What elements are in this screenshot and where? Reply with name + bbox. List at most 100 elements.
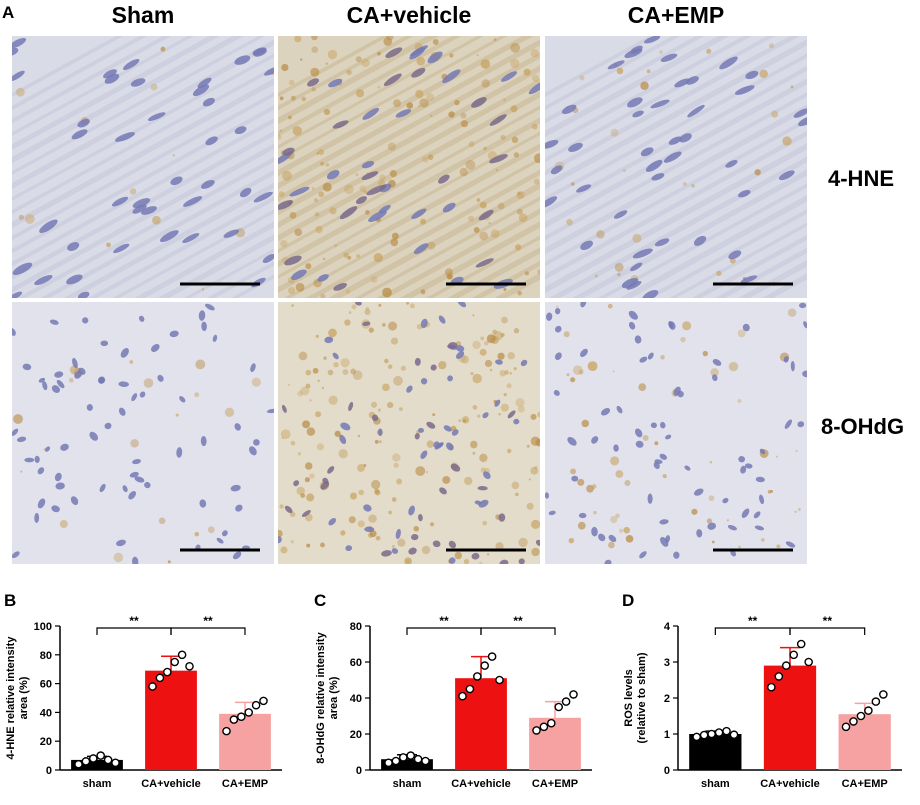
data-point-sham [714, 728, 724, 737]
y-tick-label: 20 [350, 729, 362, 741]
panel-label: D [622, 591, 634, 610]
panel-label: B [4, 591, 16, 610]
y-tick-label: 20 [40, 736, 52, 748]
significance-bracket: ** [714, 614, 791, 635]
y-axis-label-line: 4-HNE relative intensity [5, 636, 17, 760]
data-point-sham [81, 757, 91, 766]
y-axis-label: ROS levels(relative to sham) [623, 652, 648, 743]
data-point-ca-emp [569, 690, 578, 699]
y-tick-label: 60 [40, 679, 52, 691]
tissue-texture [545, 36, 807, 298]
y-tick-label: 80 [350, 621, 362, 633]
y-tick-label: 4 [664, 621, 671, 633]
data-point-ca-vehicle [480, 661, 489, 670]
micrograph-4hne-sham [12, 36, 274, 298]
y-axis-label: 8-OHdG relative intensityarea (%) [315, 631, 340, 763]
column-title-ca-vehicle: CA+vehicle [346, 2, 472, 28]
data-point-ca-vehicle [495, 675, 504, 685]
data-point-sham [413, 754, 423, 764]
data-point-sham [103, 755, 113, 765]
x-tick-label: sham [83, 778, 112, 790]
significance-label: ** [748, 614, 758, 628]
data-point-ca-vehicle [458, 691, 467, 701]
data-point-sham [111, 758, 120, 768]
data-point-ca-emp [259, 696, 268, 706]
data-point-ca-emp [864, 706, 873, 715]
bar-sham [71, 759, 123, 770]
data-point-ca-vehicle [185, 662, 194, 671]
data-point-sham [707, 729, 716, 739]
row-label-4hne: 4-HNE [828, 166, 895, 191]
y-tick-label: 80 [40, 650, 52, 662]
y-tick-label: 40 [350, 693, 362, 705]
bar-ca-vehicle [763, 665, 817, 770]
bar-ca-emp [219, 713, 271, 770]
significance-label: ** [129, 614, 139, 628]
significance-label: ** [439, 614, 449, 628]
data-point-ca-emp [532, 726, 541, 735]
data-point-ca-vehicle [796, 639, 806, 649]
data-point-ca-vehicle [804, 657, 813, 667]
data-point-sham [74, 759, 83, 769]
data-point-ca-emp [856, 711, 866, 721]
data-point-sham [421, 756, 430, 766]
x-tick-label: CA+EMP [532, 778, 578, 790]
data-point-ca-emp [546, 718, 556, 728]
x-tick-label: CA+EMP [842, 778, 888, 790]
micrograph-8ohdg-ca-vehicle [278, 302, 540, 564]
data-point-ca-vehicle [487, 652, 497, 661]
chart-panel-b: B 4-HNE relative intensityarea (%) 0 20 40 60… [0, 588, 300, 800]
data-point-ca-vehicle [472, 672, 482, 681]
y-tick-label: 2 [664, 693, 670, 705]
x-tick-label: sham [701, 778, 730, 790]
data-point-ca-emp [222, 726, 231, 736]
tissue-texture [278, 36, 540, 298]
significance-label: ** [203, 614, 213, 628]
y-tick-label: 60 [350, 657, 362, 669]
data-point-ca-vehicle [767, 682, 776, 692]
x-tick-label: CA+EMP [222, 778, 268, 790]
significance-bracket: ** [480, 614, 556, 635]
data-point-ca-emp [879, 690, 888, 699]
data-point-sham [399, 753, 408, 762]
data-point-ca-emp [244, 708, 253, 717]
chart-panel-d: D ROS levels(relative to sham) 0 1 2 3 4 sham CA… [618, 588, 920, 800]
data-point-ca-vehicle [155, 673, 165, 683]
y-tick-label: 3 [664, 657, 670, 669]
significance-label: ** [823, 614, 833, 628]
micrograph-4hne-ca-emp [545, 36, 807, 298]
bar-ca-emp [529, 717, 581, 770]
panel-label: C [314, 591, 326, 610]
y-tick-label: 40 [40, 707, 52, 719]
micrograph-4hne-ca-vehicle [278, 36, 540, 298]
significance-bracket: ** [789, 614, 866, 635]
data-point-sham [729, 730, 739, 740]
micrograph-background [545, 302, 807, 564]
data-point-sham [699, 730, 709, 740]
data-point-ca-emp [554, 702, 563, 712]
y-tick-label: 0 [664, 765, 670, 777]
data-point-ca-vehicle [177, 650, 187, 660]
data-point-ca-emp [236, 712, 246, 722]
panel-label-a: A [2, 3, 15, 22]
data-point-ca-vehicle [789, 650, 799, 660]
data-point-ca-emp [849, 717, 858, 726]
significance-label: ** [513, 614, 523, 628]
data-point-ca-emp [561, 697, 571, 706]
data-point-sham [692, 732, 701, 742]
y-tick-label: 1 [664, 729, 670, 741]
micrograph-8ohdg-ca-emp [545, 302, 807, 564]
significance-bracket: ** [96, 614, 172, 635]
y-axis-label-line: ROS levels [623, 669, 635, 726]
x-tick-label: CA+vehicle [451, 778, 511, 790]
micrograph-background [12, 302, 274, 564]
data-point-sham [96, 751, 105, 760]
data-point-ca-vehicle [774, 672, 784, 681]
x-tick-label: CA+vehicle [141, 778, 201, 790]
y-axis-label: 4-HNE relative intensityarea (%) [5, 636, 30, 760]
tissue-texture [278, 302, 540, 564]
data-point-ca-emp [251, 700, 261, 710]
y-tick-label: 100 [34, 621, 52, 633]
micrograph-background [278, 302, 540, 564]
data-point-ca-vehicle [170, 657, 179, 667]
